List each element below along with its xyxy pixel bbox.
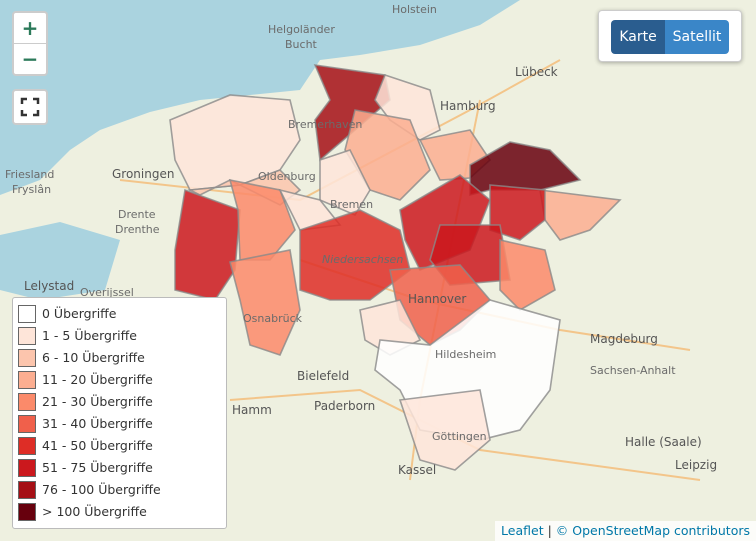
place-label: Helgoländer	[268, 23, 335, 36]
fullscreen-button[interactable]	[12, 89, 48, 125]
legend-swatch	[18, 415, 36, 433]
place-label: Holstein	[392, 3, 437, 16]
fullscreen-icon	[20, 97, 40, 117]
place-label: Hannover	[408, 292, 466, 306]
zoom-in-button[interactable]: +	[21, 16, 39, 40]
legend-swatch	[18, 327, 36, 345]
place-label: Bremen	[330, 198, 373, 211]
legend-swatch	[18, 437, 36, 455]
place-label: Niedersachsen	[322, 253, 403, 266]
place-label: Friesland	[5, 168, 54, 181]
legend-label: 41 - 50 Übergriffe	[42, 438, 153, 453]
place-label: Osnabrück	[243, 312, 303, 325]
place-label: Lelystad	[24, 279, 74, 293]
legend-swatch	[18, 371, 36, 389]
sea	[0, 0, 520, 195]
legend-label: 76 - 100 Übergriffe	[42, 482, 161, 497]
legend: 0 Übergriffe 1 - 5 Übergriffe 6 - 10 Überg…	[12, 297, 227, 529]
place-label: Hamburg	[440, 99, 496, 113]
place-label: Halle (Saale)	[625, 435, 702, 449]
zoom-out-button[interactable]: −	[14, 43, 46, 74]
osm-link[interactable]: © OpenStreetMap contributors	[555, 523, 750, 538]
leaflet-link[interactable]: Leaflet	[501, 523, 544, 538]
place-label: Groningen	[112, 167, 174, 181]
place-label: Oldenburg	[258, 170, 316, 183]
place-label: Leipzig	[675, 458, 717, 472]
legend-label: 21 - 30 Übergriffe	[42, 394, 153, 409]
legend-swatch	[18, 349, 36, 367]
place-label: Kassel	[398, 463, 436, 477]
legend-label: > 100 Übergriffe	[42, 504, 147, 519]
place-label: Sachsen-Anhalt	[590, 364, 676, 377]
legend-swatch	[18, 393, 36, 411]
place-label: Bremerhaven	[288, 118, 362, 131]
place-label: Drenthe	[115, 223, 160, 236]
zoom-control: + −	[12, 11, 48, 76]
legend-swatch	[18, 459, 36, 477]
legend-label: 11 - 20 Übergriffe	[42, 372, 153, 387]
separator: |	[547, 523, 552, 538]
place-label: Lübeck	[515, 65, 558, 79]
legend-swatch	[18, 503, 36, 521]
legend-label: 6 - 10 Übergriffe	[42, 350, 145, 365]
lake	[0, 222, 120, 300]
place-label: Bucht	[285, 38, 318, 51]
layer-button[interactable]: Karte	[611, 20, 665, 54]
legend-swatch	[18, 481, 36, 499]
legend-label: 31 - 40 Übergriffe	[42, 416, 153, 431]
legend-swatch	[18, 305, 36, 323]
legend-label: 0 Übergriffe	[42, 306, 117, 321]
legend-label: 1 - 5 Übergriffe	[42, 328, 137, 343]
place-labels: Holstein Helgoländer Bucht Lübeck Hambur…	[5, 3, 717, 477]
place-label: Fryslân	[12, 183, 51, 196]
districts	[169, 64, 622, 471]
place-label: Hamm	[232, 403, 272, 417]
place-label: Bielefeld	[297, 369, 349, 383]
layer-switcher: Karte Satellit	[598, 10, 742, 62]
place-label: Magdeburg	[590, 332, 658, 346]
place-label: Paderborn	[314, 399, 375, 413]
place-label: Hildesheim	[435, 348, 496, 361]
attribution: Leaflet | © OpenStreetMap contributors	[495, 521, 756, 541]
place-label: Göttingen	[432, 430, 487, 443]
layer-button[interactable]: Satellit	[665, 20, 729, 54]
place-label: Drente	[118, 208, 156, 221]
place-label: Overijssel	[80, 286, 134, 299]
legend-label: 51 - 75 Übergriffe	[42, 460, 153, 475]
